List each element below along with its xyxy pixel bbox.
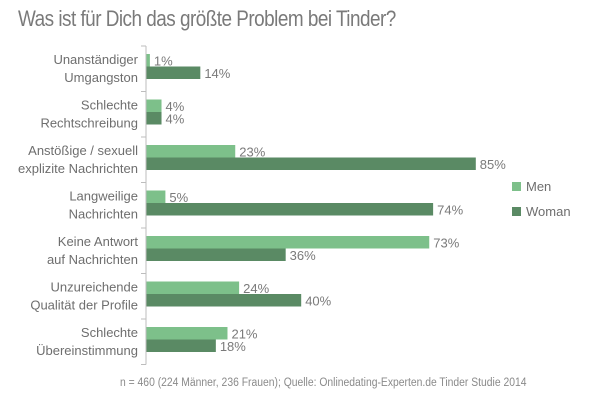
- category-label-1-line-1: Rechtschreibung: [40, 116, 138, 131]
- category-label-2-line-0: Anstößige / sexuell: [28, 143, 138, 158]
- category-label-0-line-0: Unanständiger: [53, 52, 138, 67]
- category-label-6-line-0: Schlechte: [81, 325, 138, 340]
- category-label-4-line-0: Keine Antwort: [58, 234, 139, 249]
- value-label-woman-4: 36%: [290, 248, 316, 263]
- legend-label-woman: Woman: [526, 204, 571, 219]
- chart-title: Was ist für Dich das größte Problem bei …: [18, 6, 396, 31]
- category-label-0-line-1: Umgangston: [64, 70, 138, 85]
- bar-men-5: [146, 281, 240, 294]
- bar-woman-2: [146, 157, 476, 170]
- value-label-woman-3: 74%: [437, 203, 463, 218]
- legend-swatch-men: [512, 182, 521, 191]
- bar-woman-6: [146, 339, 216, 352]
- bars-group: [146, 54, 476, 352]
- value-label-men-6: 21%: [231, 327, 257, 342]
- y-axis-group: [141, 45, 147, 365]
- category-label-4-line-1: auf Nachrichten: [47, 252, 138, 267]
- bar-woman-3: [146, 203, 434, 216]
- value-label-men-4: 73%: [433, 236, 459, 251]
- value-label-men-3: 5%: [169, 190, 188, 205]
- bar-woman-5: [146, 294, 302, 307]
- bar-woman-0: [146, 66, 201, 79]
- category-label-1-line-0: Schlechte: [81, 98, 138, 113]
- category-label-3-line-1: Nachrichten: [69, 207, 138, 222]
- value-label-men-2: 23%: [239, 145, 265, 160]
- value-label-woman-6: 18%: [220, 339, 246, 354]
- bar-men-2: [146, 145, 236, 158]
- value-label-men-1: 4%: [166, 99, 185, 114]
- value-label-woman-1: 4%: [166, 112, 185, 127]
- legend-label-men: Men: [526, 179, 551, 194]
- category-labels-group: Unanständiger Umgangston Schlechte Rechtsch…: [18, 52, 139, 358]
- bar-men-4: [146, 236, 430, 249]
- category-label-5-line-1: Qualität der Profile: [30, 298, 138, 313]
- value-label-men-5: 24%: [243, 281, 269, 296]
- value-label-woman-2: 85%: [480, 157, 506, 172]
- value-label-men-0: 1%: [154, 54, 173, 69]
- category-label-6-line-1: Übereinstimmung: [36, 343, 138, 358]
- category-label-5-line-0: Unzureichende: [51, 280, 138, 295]
- category-label-2-line-1: explizite Nachrichten: [18, 161, 138, 176]
- value-label-woman-5: 40%: [305, 294, 331, 309]
- bar-woman-1: [146, 112, 162, 125]
- bar-men-6: [146, 327, 228, 340]
- bar-men-1: [146, 99, 162, 112]
- legend-swatch-woman: [512, 207, 521, 216]
- category-label-3-line-0: Langweilige: [69, 189, 138, 204]
- legend: Men Woman: [512, 179, 571, 219]
- bar-men-3: [146, 190, 166, 203]
- value-label-woman-0: 14%: [204, 66, 230, 81]
- bar-woman-4: [146, 248, 286, 261]
- bar-men-0: [146, 54, 150, 67]
- footnote-source: n = 460 (224 Männer, 236 Frauen); Quelle…: [120, 377, 527, 389]
- value-labels-group: 1% 14% 4%4% 23% 85% 5% 74% 73% 36% 24% 40% 21%18%: [154, 54, 506, 355]
